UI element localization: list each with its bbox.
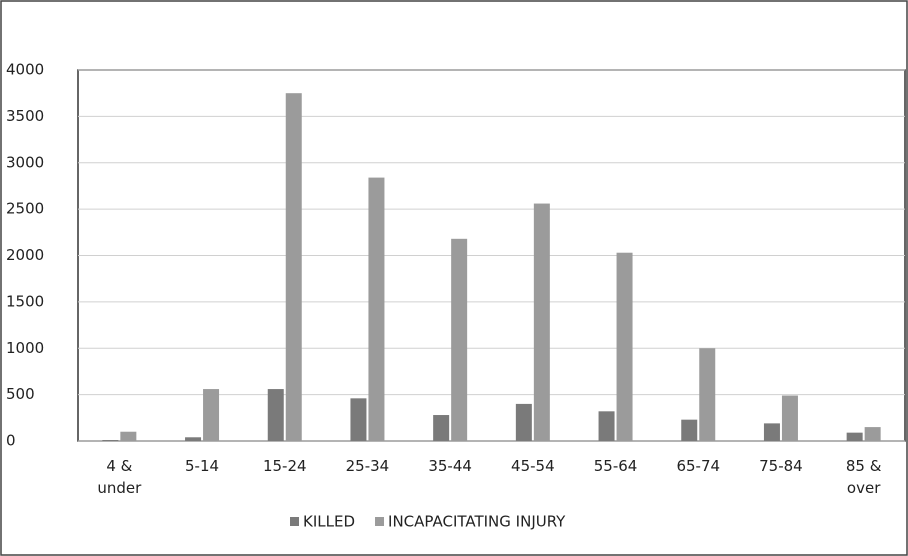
- bar: [350, 398, 367, 441]
- y-tick-label: 500: [6, 385, 35, 403]
- legend-swatch: [375, 517, 385, 526]
- bar: [616, 252, 633, 441]
- x-tick-label: 45-54: [511, 457, 555, 475]
- y-tick-label: 2500: [6, 200, 44, 218]
- bar: [267, 389, 284, 441]
- bar: [781, 395, 798, 441]
- x-tick-label: 55-64: [593, 457, 638, 475]
- x-tick-label: 85 & over: [845, 457, 882, 497]
- y-tick-label: 3000: [6, 153, 44, 171]
- y-tick-label: 2000: [6, 246, 44, 264]
- bar: [533, 203, 550, 441]
- x-tick-label: 35-44: [428, 457, 472, 475]
- bar: [864, 427, 881, 441]
- bar: [285, 93, 302, 441]
- bar: [368, 177, 385, 441]
- x-tick-label: 75-84: [759, 457, 803, 475]
- y-tick-label: 4000: [6, 61, 44, 79]
- y-tick-label: 1500: [6, 292, 44, 310]
- x-tick-label: 5-14: [185, 457, 220, 475]
- bar: [763, 423, 780, 441]
- x-tick-label: 15-24: [262, 457, 307, 475]
- bar: [102, 440, 119, 441]
- x-tick-label: 25-34: [345, 457, 390, 475]
- x-tick-label: 65-74: [676, 457, 721, 475]
- y-tick-label: 3500: [6, 107, 44, 125]
- bar: [515, 403, 532, 441]
- bar: [203, 389, 220, 441]
- legend-swatch: [290, 517, 299, 526]
- bar: [699, 348, 716, 441]
- legend-label: KILLED: [303, 513, 355, 531]
- bar: [598, 411, 615, 441]
- y-tick-label: 1000: [6, 339, 44, 357]
- x-tick-label: 4 & under: [97, 457, 142, 497]
- legend-label: INCAPACITATING INJURY: [388, 513, 566, 531]
- bar: [185, 437, 202, 441]
- y-tick-label: 0: [6, 432, 16, 450]
- bar: [120, 431, 137, 441]
- bar: [451, 238, 468, 441]
- bar: [846, 432, 863, 441]
- bar: [681, 419, 698, 441]
- bar: [433, 415, 450, 441]
